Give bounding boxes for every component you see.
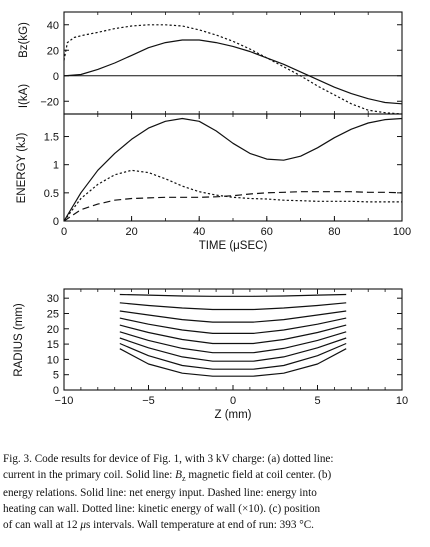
y-tick-label: 40	[47, 20, 59, 32]
x-tick-label: 20	[125, 226, 137, 238]
series-line-1	[63, 39, 403, 105]
panel-radius: 0 5 10 15 20 25 30 −10 −5 0 5 10 Z (mm) RADIUS (mm)	[13, 288, 408, 421]
y-tick-label: 5	[53, 370, 59, 382]
x-tick-label: 100	[393, 226, 411, 238]
y-tick-label: 15	[47, 339, 59, 351]
y-axis-label-bottom: I(kA)	[18, 84, 30, 108]
y-tick-label: 20	[47, 45, 59, 57]
y-tick-label: 0	[53, 216, 59, 228]
y-tick-label: 20	[47, 324, 59, 336]
panel-current-field: 40 20 0 −20 Bz(kG) I(kA)	[18, 11, 403, 115]
axes-frame	[63, 288, 403, 391]
y-tick-label: 1.5	[44, 132, 59, 144]
y-tick-label: 25	[47, 308, 59, 320]
y-tick-label: 0	[53, 385, 59, 397]
x-axis-label: Z (mm)	[214, 409, 251, 421]
caption-line: of can wall at 12 μs intervals. Wall tem…	[3, 518, 314, 531]
x-tick-label: 10	[396, 395, 408, 407]
series-line-8	[119, 342, 347, 370]
series-line-2	[119, 302, 347, 311]
series-line-1	[63, 117, 403, 222]
series-line-2	[63, 169, 402, 222]
x-tick-label: 80	[328, 226, 340, 238]
series-line-3	[63, 191, 403, 222]
series-line-3	[119, 310, 347, 323]
x-tick-label: −5	[142, 395, 155, 407]
x-axis-label: TIME (μSEC)	[199, 240, 268, 252]
caption-line: current in the primary coil. Solid line:…	[3, 468, 332, 483]
series-line-5	[119, 324, 347, 345]
figure-caption: Fig. 3. Code results for device of Fig. …	[3, 452, 427, 533]
y-tick-label: −20	[40, 96, 59, 108]
y-tick-label: 30	[47, 293, 59, 305]
x-tick-label: 0	[61, 226, 67, 238]
series-line-9	[119, 348, 347, 377]
y-tick-label: 1	[53, 160, 59, 172]
series-line-4	[119, 317, 347, 334]
axes-frame	[63, 113, 403, 222]
series-line-2	[63, 24, 403, 115]
x-tick-label: 60	[261, 226, 273, 238]
panel-energy: 0 0.5 1 1.5 0 20 40 60 80 100 TIME (μSEC) ENERGY (k…	[16, 113, 411, 252]
x-tick-label: 0	[230, 395, 236, 407]
series-line-7	[119, 337, 347, 362]
y-tick-label: 10	[47, 354, 59, 366]
x-tick-label: 5	[314, 395, 320, 407]
series-line-1	[119, 293, 347, 297]
y-axis-label: RADIUS (mm)	[13, 303, 25, 377]
caption-line: heating can wall. Dotted line: kinetic e…	[3, 503, 321, 516]
x-tick-label: 40	[193, 226, 205, 238]
y-tick-label: 0.5	[44, 188, 59, 200]
y-tick-label: 0	[53, 71, 59, 83]
series-line-6	[119, 331, 347, 354]
y-axis-label: ENERGY (kJ)	[16, 132, 28, 203]
y-axis-label-top: Bz(kG)	[18, 22, 30, 58]
x-tick-label: −10	[55, 395, 74, 407]
caption-line: Fig. 3. Code results for device of Fig. …	[3, 453, 334, 465]
caption-line: energy relations. Solid line: net energy…	[3, 487, 317, 500]
